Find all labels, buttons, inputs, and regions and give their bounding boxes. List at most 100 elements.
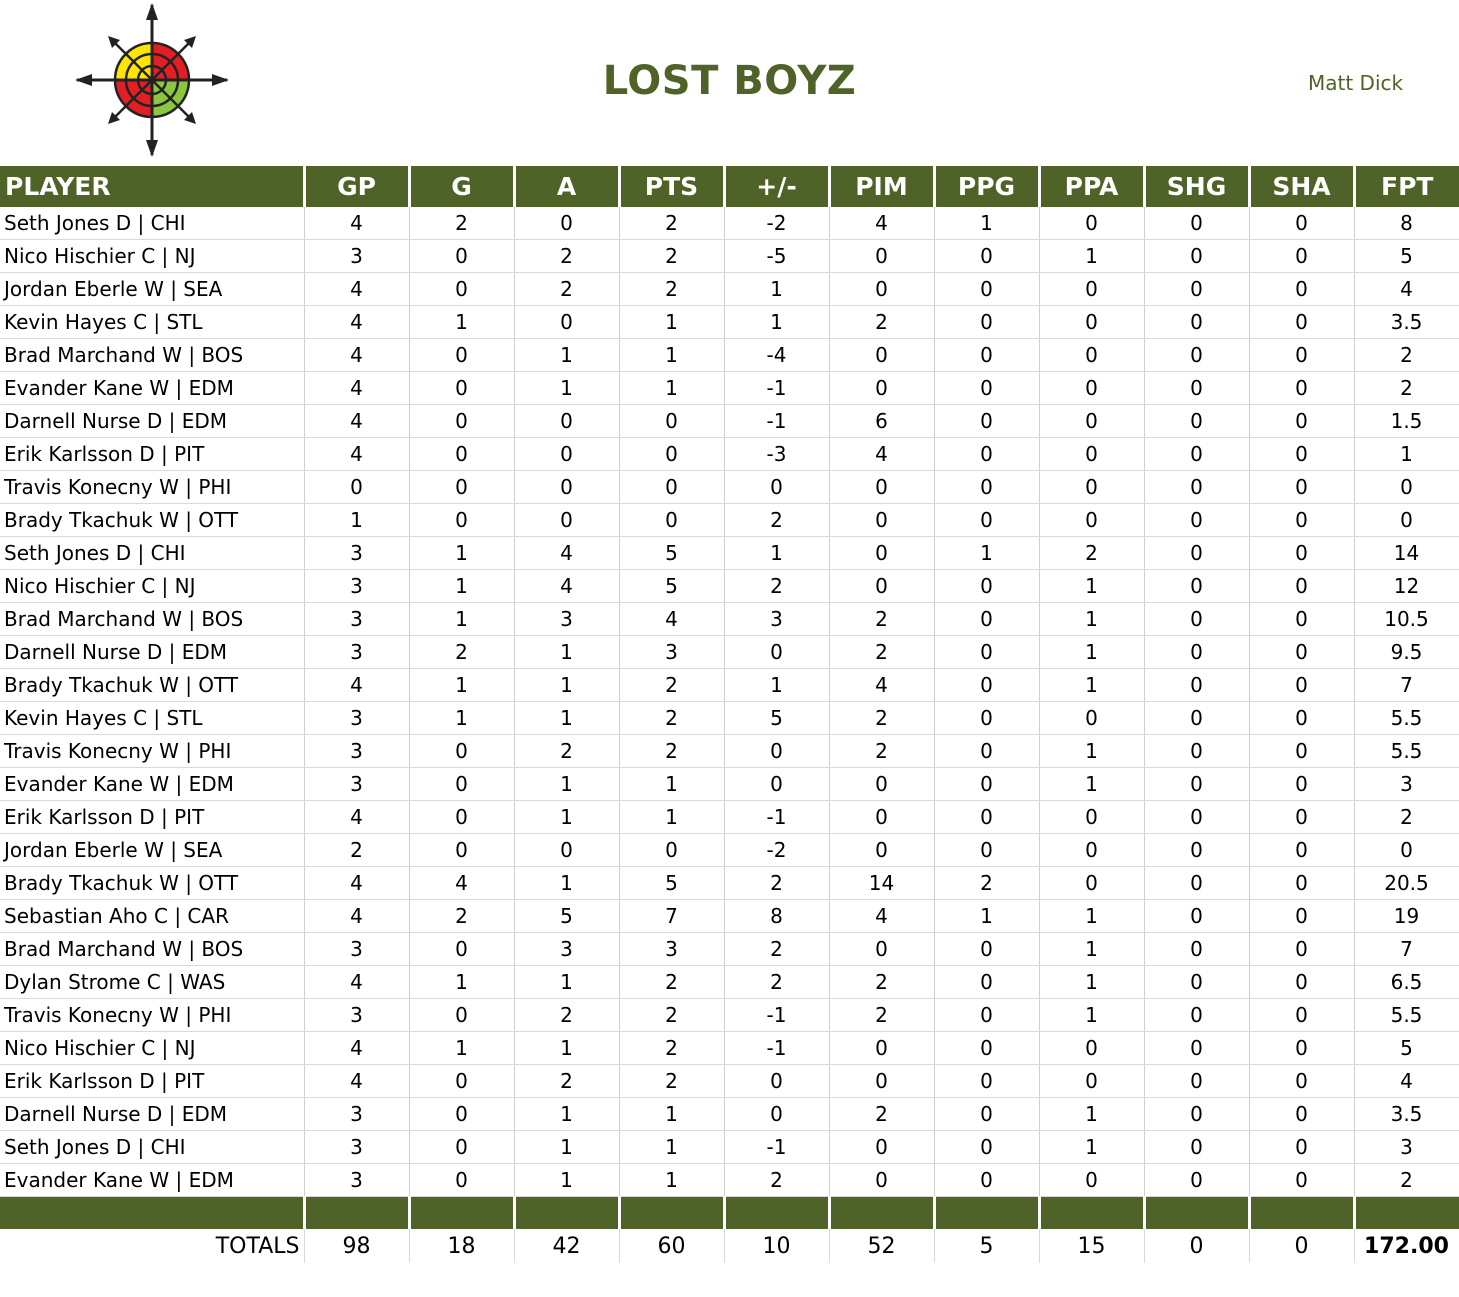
stat-cell-g: 2 [409,207,515,240]
stat-cell-pm: -1 [724,998,830,1032]
player-cell: Dylan Strome C | WAS [0,965,305,999]
stat-cell-fpt: 1.5 [1354,404,1459,438]
stat-cell-gp: 4 [304,305,410,339]
stat-cell-g: 0 [409,734,515,768]
stat-cell-ppg: 0 [934,1064,1040,1098]
stat-cell-ppg: 0 [934,470,1040,504]
stat-cell-sha: 0 [1249,668,1355,702]
stat-cell-shg: 0 [1144,404,1250,438]
stats-body: Seth Jones D | CHI 4 2 0 2 -2 4 1 0 0 0 8 Nico Hisch… [0,207,1459,1263]
table-row: Travis Konecny W | PHI 0 0 0 0 0 0 0 0 0 0 0 [0,470,1459,504]
stat-cell-ppa: 1 [1039,1130,1145,1164]
player-cell: Brady Tkachuk W | OTT [0,668,305,702]
stat-cell-ppa: 1 [1039,899,1145,933]
stat-cell-ppg: 0 [934,701,1040,735]
stat-cell-sha: 0 [1249,1097,1355,1131]
stat-cell-a: 1 [514,701,620,735]
stat-cell-a: 1 [514,1130,620,1164]
stat-cell-sha: 0 [1249,1031,1355,1065]
stat-cell-ppa: 0 [1039,437,1145,471]
stat-cell-pm: 2 [724,1163,830,1197]
stat-cell-pts: 2 [619,207,725,240]
stat-cell-g: 0 [409,503,515,537]
stat-cell-shg: 0 [1144,305,1250,339]
table-row: Kevin Hayes C | STL 3 1 1 2 5 2 0 0 0 0 5.5 [0,701,1459,735]
stat-cell-gp: 4 [304,207,410,240]
stat-cell-g: 0 [409,470,515,504]
stat-cell-gp: 4 [304,1031,410,1065]
stat-cell-sha: 0 [1249,1163,1355,1197]
player-cell: Nico Hischier C | NJ [0,569,305,603]
stat-cell-g: 0 [409,767,515,801]
stat-cell-pts: 1 [619,1163,725,1197]
stat-cell-g: 0 [409,932,515,966]
column-header-ppg: PPG [934,166,1041,207]
stat-cell-ppa: 1 [1039,668,1145,702]
stat-cell-gp: 3 [304,701,410,735]
stat-cell-a: 1 [514,668,620,702]
stat-cell-pm: 0 [724,1097,830,1131]
stat-cell-g: 0 [409,998,515,1032]
player-cell: Travis Konecny W | PHI [0,470,305,504]
stat-cell-sha: 0 [1249,800,1355,834]
stat-cell-shg: 0 [1144,536,1250,570]
stat-cell-fpt: 5.5 [1354,701,1459,735]
stat-cell-shg: 0 [1144,569,1250,603]
stat-cell-pm: -1 [724,800,830,834]
stat-cell-ppa: 1 [1039,1097,1145,1131]
stat-cell-shg: 0 [1144,1064,1250,1098]
stat-cell-pm: 2 [724,965,830,999]
stat-cell-pm: -1 [724,404,830,438]
stat-cell-gp: 3 [304,536,410,570]
stat-cell-a: 1 [514,866,620,900]
stat-cell-g: 1 [409,569,515,603]
stat-cell-sha: 0 [1249,635,1355,669]
player-cell: Erik Karlsson D | PIT [0,800,305,834]
divider-cell [829,1196,936,1229]
stat-cell-sha: 0 [1249,701,1355,735]
stat-cell-pm: 2 [724,932,830,966]
stat-cell-gp: 4 [304,668,410,702]
stat-cell-fpt: 12 [1354,569,1459,603]
stat-cell-pts: 1 [619,767,725,801]
stat-cell-pm: -1 [724,371,830,405]
player-cell: Darnell Nurse D | EDM [0,1097,305,1131]
stat-cell-ppa: 1 [1039,998,1145,1032]
stat-cell-sha: 0 [1249,305,1355,339]
stat-cell-sha: 0 [1249,470,1355,504]
stat-cell-shg: 0 [1144,437,1250,471]
stat-cell-sha: 0 [1249,239,1355,273]
stat-cell-pim: 0 [829,1031,935,1065]
stat-cell-pm: 0 [724,767,830,801]
stat-cell-shg: 0 [1144,668,1250,702]
stat-cell-pts: 3 [619,635,725,669]
stat-cell-sha: 0 [1249,569,1355,603]
column-header-shg: SHG [1144,166,1251,207]
total-cell-pim: 52 [829,1229,935,1263]
stat-cell-sha: 0 [1249,371,1355,405]
player-cell: Kevin Hayes C | STL [0,305,305,339]
stat-cell-ppa: 0 [1039,701,1145,735]
stat-cell-ppg: 0 [934,998,1040,1032]
total-cell-fpt: 172.00 [1354,1229,1459,1263]
table-row: Darnell Nurse D | EDM 4 0 0 0 -1 6 0 0 0 0 1.5 [0,404,1459,438]
stat-cell-pts: 1 [619,371,725,405]
stat-cell-a: 1 [514,965,620,999]
stat-cell-gp: 3 [304,569,410,603]
table-row: Darnell Nurse D | EDM 3 2 1 3 0 2 0 1 0 0 9.5 [0,635,1459,669]
table-row: Kevin Hayes C | STL 4 1 0 1 1 2 0 0 0 0 3.5 [0,305,1459,339]
stat-cell-pm: 2 [724,503,830,537]
table-row: Brady Tkachuk W | OTT 4 4 1 5 2 14 2 0 0 0 20.5 [0,866,1459,900]
stat-cell-fpt: 8 [1354,207,1459,240]
player-cell: Brad Marchand W | BOS [0,602,305,636]
stat-cell-ppa: 0 [1039,800,1145,834]
stat-cell-sha: 0 [1249,207,1355,240]
stat-cell-fpt: 20.5 [1354,866,1459,900]
stat-cell-sha: 0 [1249,899,1355,933]
stat-cell-sha: 0 [1249,866,1355,900]
stat-cell-pim: 0 [829,503,935,537]
stat-cell-gp: 4 [304,899,410,933]
stat-cell-g: 0 [409,1097,515,1131]
stat-cell-sha: 0 [1249,602,1355,636]
stat-cell-a: 5 [514,899,620,933]
